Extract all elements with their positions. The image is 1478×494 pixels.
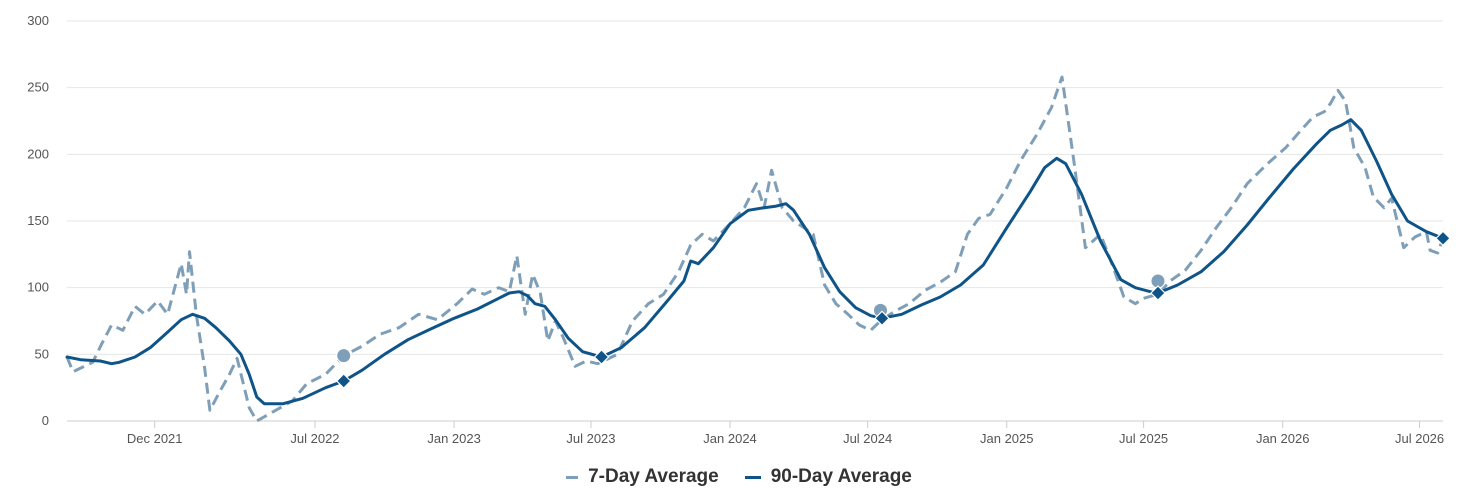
x-tick-label: Jul 2025 <box>1119 431 1168 446</box>
y-axis-ticks: 0 50 100 150 200 250 300 <box>27 13 49 428</box>
legend-item-7-day[interactable]: 7-Day Average <box>566 466 719 488</box>
x-tick-label: Jul 2022 <box>290 431 339 446</box>
legend-swatch-7-day <box>566 475 579 479</box>
y-tick-label: 200 <box>27 146 49 161</box>
series-line-90-day[interactable] <box>65 118 1445 406</box>
grid-lines <box>67 20 1443 422</box>
legend-label-90-day: 90-Day Average <box>770 466 912 487</box>
marker-90-day[interactable] <box>593 349 610 365</box>
x-tick-label: Jan 2024 <box>703 431 757 446</box>
y-tick-label: 0 <box>42 413 49 428</box>
marker-90-day[interactable] <box>1435 230 1451 247</box>
trend-chart: 0 50 100 150 200 250 300 Dec 2021 Jul 2022 Jan 2… <box>27 13 1451 446</box>
marker-90-day[interactable] <box>1150 285 1166 301</box>
x-tick-label: Jul 2026 <box>1395 431 1444 446</box>
marker-90-day[interactable] <box>874 310 890 327</box>
y-tick-label: 50 <box>35 346 49 361</box>
x-tick-label: Jan 2025 <box>980 431 1034 446</box>
y-tick-label: 150 <box>27 213 49 228</box>
x-tick-label: Dec 2021 <box>127 431 183 446</box>
x-tick-label: Jan 2023 <box>427 431 481 446</box>
marker-90-day[interactable] <box>335 373 352 389</box>
y-tick-label: 250 <box>27 80 49 95</box>
x-tick-label: Jul 2023 <box>566 431 615 446</box>
y-tick-label: 300 <box>27 13 49 28</box>
series-line-7-day[interactable] <box>65 75 1445 423</box>
legend-item-90-day[interactable]: 90-Day Average <box>744 466 912 488</box>
x-axis-ticks: Dec 2021 Jul 2022 Jan 2023 Jul 2023 Jan 2024… <box>127 421 1444 446</box>
legend-label-7-day: 7-Day Average <box>588 466 719 487</box>
series-markers <box>335 230 1451 389</box>
series-lines <box>65 75 1445 423</box>
x-tick-label: Jan 2026 <box>1256 431 1310 446</box>
y-tick-label: 100 <box>27 280 49 295</box>
chart-legend: 7-Day Average 90-Day Average <box>0 462 1478 492</box>
legend-swatch-90-day <box>744 475 761 479</box>
x-tick-label: Jul 2024 <box>843 431 892 446</box>
marker-7-day[interactable] <box>336 348 352 364</box>
